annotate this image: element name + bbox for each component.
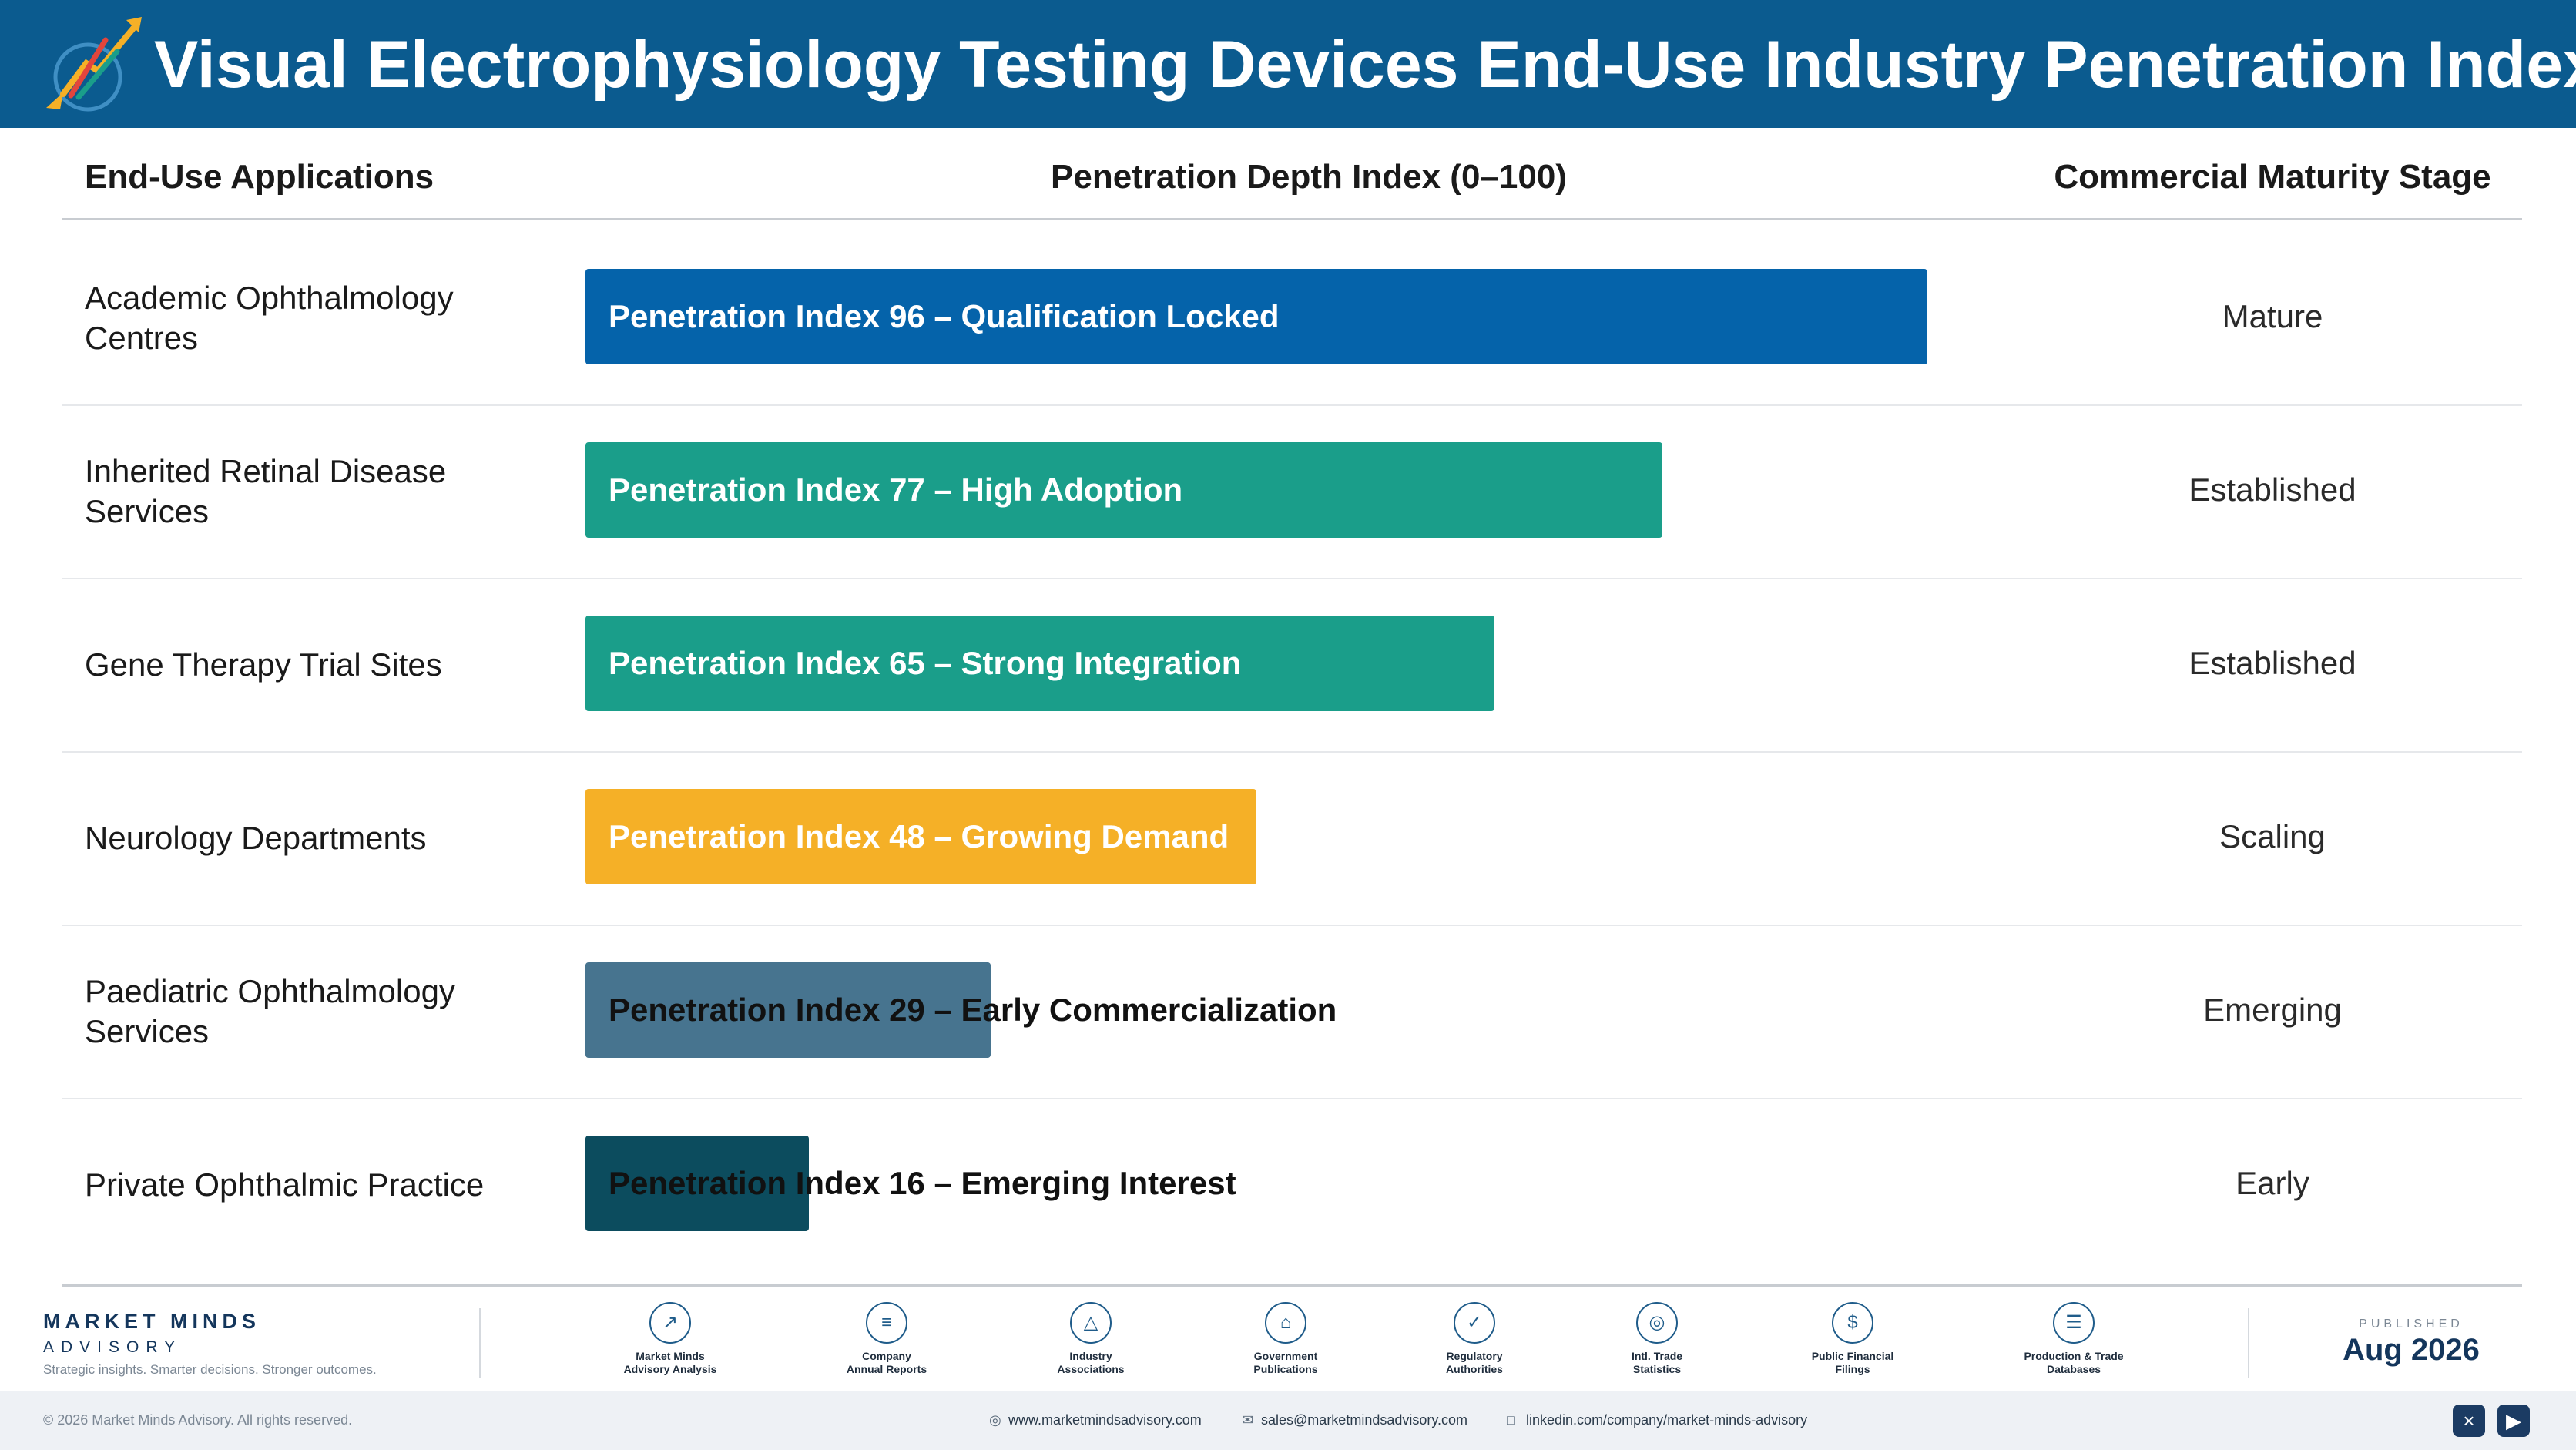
column-header-index: Penetration Depth Index (0–100)	[1051, 158, 1567, 196]
x-social-icon[interactable]: ×	[2453, 1405, 2485, 1437]
source-item: ↗ Market Minds Advisory Analysis	[593, 1302, 747, 1376]
maturity-stage: Established	[2189, 471, 2356, 508]
website-text: www.marketmindsadvisory.com	[1008, 1412, 1202, 1428]
trend-chart-icon: ↗	[649, 1302, 691, 1344]
bar-label: Penetration Index 77 – High Adoption	[609, 471, 1183, 508]
document-icon: ≡	[866, 1302, 907, 1344]
index-bar	[585, 788, 1257, 884]
logo-icon	[46, 17, 142, 112]
source-label: Public Financial Filings	[1811, 1350, 1894, 1375]
index-bar	[585, 962, 991, 1058]
source-label: Government Publications	[1253, 1350, 1318, 1375]
source-item: $ Public Financial Filings	[1776, 1302, 1930, 1376]
brand-tagline: Strategic insights. Smarter decisions. S…	[43, 1362, 377, 1377]
brand-name: MARKET MINDS	[43, 1310, 260, 1333]
maturity-stage: Scaling	[2219, 817, 2326, 854]
bar-label: Penetration Index 96 – Qualification Loc…	[609, 297, 1280, 334]
source-label: Company Annual Reports	[846, 1350, 927, 1375]
row-divider	[62, 925, 2522, 926]
index-bar	[585, 441, 1662, 538]
app-label: Paediatric Ophthalmology Services	[85, 972, 455, 1049]
row-divider	[62, 751, 2522, 753]
footer-contact-bar	[0, 1391, 2576, 1450]
published-date: Aug 2026	[2343, 1333, 2480, 1367]
network-icon: △	[1070, 1302, 1112, 1344]
shield-check-icon: ✓	[1454, 1302, 1495, 1344]
government-building-icon: ⌂	[1265, 1302, 1306, 1344]
footer-divider	[479, 1308, 481, 1378]
source-item: ✓ Regulatory Authorities	[1397, 1302, 1551, 1376]
source-item: ◎ Intl. Trade Statistics	[1580, 1302, 1734, 1376]
row-divider	[62, 404, 2522, 406]
source-item: ☰ Production & Trade Databases	[1997, 1302, 2151, 1376]
maturity-stage: Established	[2189, 644, 2356, 681]
page-title: Visual Electrophysiology Testing Devices…	[154, 28, 2576, 102]
source-item: ⌂ Government Publications	[1209, 1302, 1363, 1376]
source-label: Regulatory Authorities	[1446, 1350, 1503, 1375]
index-bar	[585, 268, 1928, 364]
bar-label: Penetration Index 16 – Emerging Interest	[609, 1164, 1236, 1201]
footer-divider	[2248, 1308, 2249, 1378]
index-bar	[585, 1135, 810, 1231]
bar-label: Penetration Index 48 – Growing Demand	[609, 817, 1229, 854]
header-banner: Visual Electrophysiology Testing Devices…	[0, 0, 2576, 128]
copyright-text: © 2026 Market Minds Advisory. All rights…	[43, 1412, 353, 1428]
maturity-stage: Emerging	[2203, 991, 2342, 1028]
mail-icon: ✉	[1242, 1412, 1254, 1428]
app-label: Neurology Departments	[85, 819, 427, 856]
table-bottom-divider	[62, 1284, 2522, 1287]
row-divider	[62, 1098, 2522, 1099]
email-link[interactable]: ✉ sales@marketmindsadvisory.com	[1242, 1412, 1467, 1428]
column-header-applications: End-Use Applications	[85, 158, 434, 196]
globe-icon: ◎	[1636, 1302, 1678, 1344]
row-divider	[62, 578, 2522, 579]
maturity-stage: Early	[2236, 1164, 2309, 1201]
app-label: Private Ophthalmic Practice	[85, 1166, 485, 1203]
app-label: Academic Ophthalmology Centres	[85, 279, 454, 356]
email-text: sales@marketmindsadvisory.com	[1261, 1412, 1468, 1428]
website-link[interactable]: ◎ www.marketmindsadvisory.com	[989, 1412, 1202, 1428]
maturity-stage: Mature	[2222, 297, 2323, 334]
database-icon: ☰	[2053, 1302, 2095, 1344]
bar-label: Penetration Index 29 – Early Commerciali…	[609, 991, 1337, 1028]
linkedin-icon: □	[1507, 1412, 1515, 1428]
globe-icon: ◎	[989, 1412, 1001, 1428]
source-label: Industry Associations	[1057, 1350, 1125, 1375]
app-label: Gene Therapy Trial Sites	[85, 646, 442, 683]
linkedin-text: linkedin.com/company/market-minds-adviso…	[1526, 1412, 1808, 1428]
bar-label: Penetration Index 65 – Strong Integratio…	[609, 644, 1242, 681]
column-header-stage: Commercial Maturity Stage	[2054, 158, 2491, 196]
source-label: Intl. Trade Statistics	[1631, 1350, 1683, 1375]
dollar-coin-icon: $	[1832, 1302, 1873, 1344]
brand-subtitle: ADVISORY	[43, 1338, 183, 1356]
source-item: ≡ Company Annual Reports	[810, 1302, 964, 1376]
published-label: PUBLISHED	[2359, 1317, 2464, 1331]
source-item: △ Industry Associations	[1014, 1302, 1168, 1376]
header-divider	[62, 218, 2522, 220]
app-label: Inherited Retinal Disease Services	[85, 452, 447, 529]
source-label: Production & Trade Databases	[2024, 1350, 2124, 1375]
youtube-social-icon[interactable]: ▶	[2497, 1405, 2530, 1437]
index-bar	[585, 615, 1494, 711]
source-label: Market Minds Advisory Analysis	[623, 1350, 717, 1375]
linkedin-link[interactable]: □ linkedin.com/company/market-minds-advi…	[1507, 1412, 1807, 1428]
